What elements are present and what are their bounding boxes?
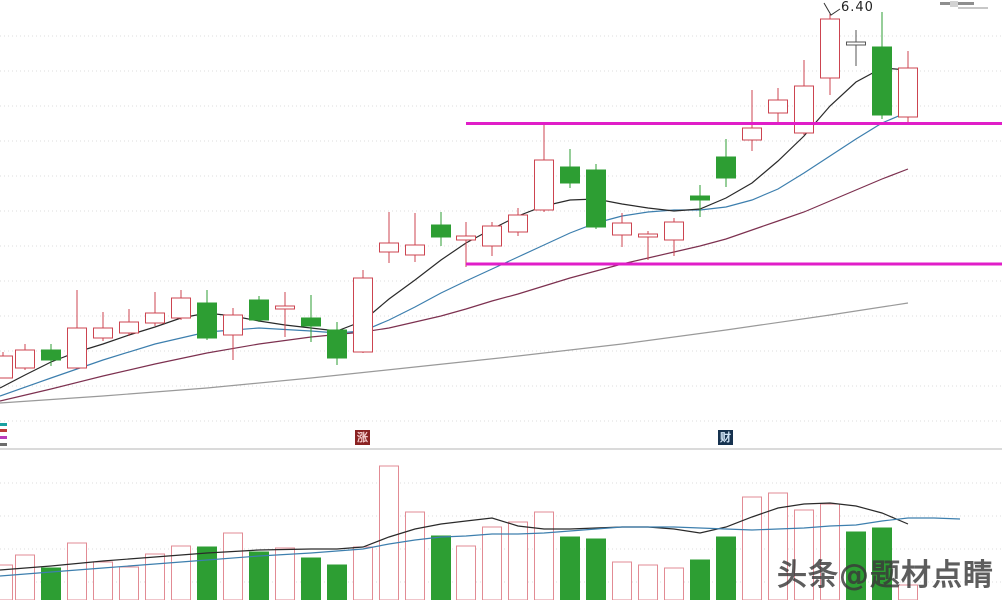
volume-bar <box>41 567 61 600</box>
candle <box>690 185 710 217</box>
candle <box>327 322 347 365</box>
volume-bar <box>405 511 425 600</box>
volume-bar <box>119 566 139 600</box>
window-corner-artifact <box>958 7 988 9</box>
candle <box>93 312 113 341</box>
volume-bar <box>353 546 373 600</box>
candle <box>716 139 736 187</box>
candle <box>15 344 35 370</box>
volume-bar <box>664 567 684 600</box>
volume-bar <box>820 503 840 600</box>
volume-bar <box>482 526 502 600</box>
clipped-legend-fragment <box>0 436 7 439</box>
candle <box>41 344 61 366</box>
volume-bar <box>586 538 606 600</box>
candle <box>405 213 425 262</box>
candle <box>534 123 554 212</box>
candle <box>846 30 866 66</box>
volume-bar <box>327 564 347 600</box>
volume-bar <box>275 547 295 600</box>
candle <box>742 90 762 151</box>
candle <box>794 60 814 135</box>
volume-bar <box>794 509 814 600</box>
candle <box>612 213 632 247</box>
candle <box>508 208 528 236</box>
candle <box>67 290 87 369</box>
volume-bar <box>508 521 528 600</box>
candle <box>379 212 399 263</box>
ma-line-ma-long <box>0 302 909 404</box>
volume-bar <box>768 492 788 600</box>
watermark-text: 头条@题材点睛 <box>777 558 994 593</box>
candle <box>431 212 451 246</box>
volume-bar <box>223 532 243 600</box>
volume-bar <box>846 531 866 600</box>
candle <box>353 270 373 353</box>
volume-bar <box>249 551 269 600</box>
price-annotation-label: 6.40 <box>841 0 874 15</box>
volume-bar <box>0 564 13 600</box>
volume-bar <box>612 561 632 600</box>
annotation-pointer <box>823 2 841 16</box>
candle <box>223 308 243 360</box>
candle <box>301 295 321 342</box>
volume-bar <box>379 465 399 600</box>
candle <box>119 309 139 336</box>
event-marker-cai[interactable]: 财 <box>718 430 733 445</box>
volume-bar <box>690 559 710 600</box>
volume-bar <box>67 542 87 600</box>
volume-bar <box>197 546 217 600</box>
candle <box>768 88 788 125</box>
event-marker-zhang[interactable]: 涨 <box>355 430 370 445</box>
candle <box>560 149 580 188</box>
candle <box>898 51 918 123</box>
volume-bar <box>456 545 476 600</box>
volume-bar <box>872 527 892 600</box>
ma-line-vol-ma-fast <box>0 502 909 571</box>
candle <box>586 164 606 229</box>
volume-bar <box>534 511 554 600</box>
clipped-legend-fragment <box>0 443 7 446</box>
ma-line-vol-ma-mid <box>0 517 961 577</box>
volume-bar <box>560 536 580 600</box>
volume-bar <box>93 561 113 600</box>
clipped-legend-fragment <box>0 423 7 426</box>
volume-bar <box>431 535 451 600</box>
volume-bar <box>301 557 321 600</box>
candle <box>0 352 13 379</box>
candle <box>664 218 684 256</box>
candle <box>145 292 165 326</box>
volume-bar <box>742 496 762 600</box>
volume-bar <box>145 553 165 600</box>
clipped-legend-fragment <box>0 429 7 432</box>
volume-bar <box>15 554 35 600</box>
volume-bar <box>171 545 191 600</box>
ma-line-ma-slow <box>0 168 909 402</box>
candle <box>482 222 502 256</box>
candle <box>197 290 217 340</box>
volume-bar <box>638 564 658 600</box>
volume-bar <box>898 584 918 600</box>
ma-line-ma-mid <box>0 111 909 397</box>
candle <box>872 12 892 119</box>
candle <box>275 292 295 337</box>
candle <box>638 231 658 260</box>
window-corner-artifact <box>950 1 958 7</box>
candle <box>820 14 840 95</box>
volume-bar <box>716 536 736 600</box>
ma-line-ma-fast <box>0 67 909 389</box>
candle <box>171 290 191 320</box>
candle <box>456 222 476 267</box>
candle <box>249 296 269 322</box>
